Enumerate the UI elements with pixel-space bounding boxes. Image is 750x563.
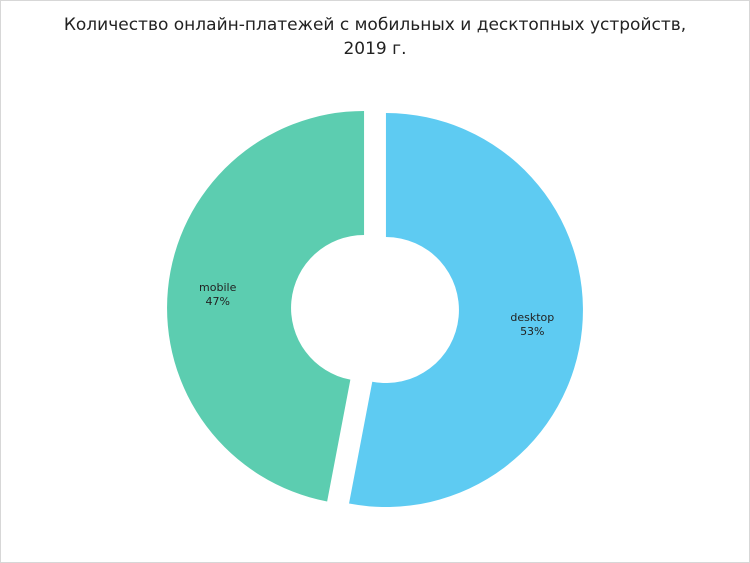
slice-label-mobile: mobile — [199, 281, 237, 294]
slice-desktop — [349, 113, 583, 508]
slice-value-mobile: 47% — [205, 295, 229, 308]
chart-title: Количество онлайн-платежей с мобильных и… — [41, 13, 709, 61]
slice-mobile — [167, 110, 365, 502]
chart-title-line-2: 2019 г. — [343, 39, 407, 59]
slice-value-desktop: 53% — [520, 325, 544, 338]
chart-title-line-1: Количество онлайн-платежей с мобильных и… — [63, 15, 687, 35]
slice-label-desktop: desktop — [510, 311, 554, 324]
